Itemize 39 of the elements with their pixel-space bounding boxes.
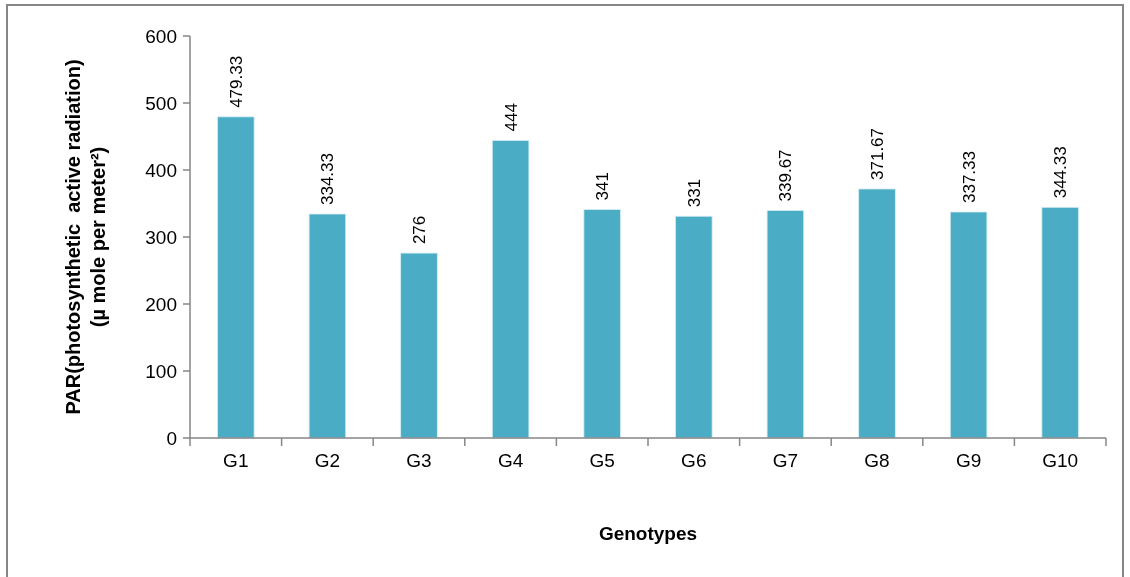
x-tick-label: G10	[1042, 450, 1079, 471]
y-tick-label: 100	[145, 360, 177, 382]
data-label: 337.33	[959, 150, 979, 203]
y-tick-label: 300	[145, 226, 177, 248]
y-tick-label: 0	[166, 427, 177, 449]
y-tick-label: 500	[145, 92, 177, 114]
y-tick-label: 600	[145, 25, 177, 47]
data-label: 276	[410, 215, 429, 245]
bar	[400, 252, 438, 439]
x-tick-label: G5	[589, 450, 615, 471]
x-tick-label: G2	[314, 450, 341, 471]
y-tick-label: 400	[145, 159, 177, 181]
bar	[217, 116, 255, 439]
x-tick-label: G1	[223, 450, 249, 471]
bar	[1041, 206, 1079, 439]
x-tick-label: G8	[864, 450, 890, 471]
data-label: 334.33	[318, 153, 338, 205]
data-label: 479.33	[226, 55, 246, 108]
bar	[583, 209, 621, 439]
bar	[308, 213, 347, 439]
data-label: 371.67	[868, 127, 887, 180]
bar	[858, 188, 896, 439]
data-label: 444	[501, 103, 521, 132]
data-label: 341	[593, 172, 613, 201]
bar	[766, 210, 805, 439]
x-tick-label: G4	[497, 450, 524, 471]
y-tick-label: 200	[145, 293, 177, 315]
data-label: 344.33	[1051, 146, 1071, 199]
x-tick-label: G3	[406, 450, 432, 471]
y-axis-title: PAR(photosynthetic active radiation) (µ mole per meter²)	[62, 59, 109, 415]
data-label: 331	[684, 178, 704, 208]
bar	[675, 215, 713, 439]
x-tick-label: G9	[955, 450, 982, 471]
bar	[491, 140, 530, 439]
data-label: 339.67	[776, 149, 796, 202]
x-axis-title: Genotypes	[598, 523, 698, 544]
bar	[949, 211, 988, 439]
x-tick-label: G6	[681, 450, 707, 471]
x-tick-label: G7	[772, 450, 799, 471]
